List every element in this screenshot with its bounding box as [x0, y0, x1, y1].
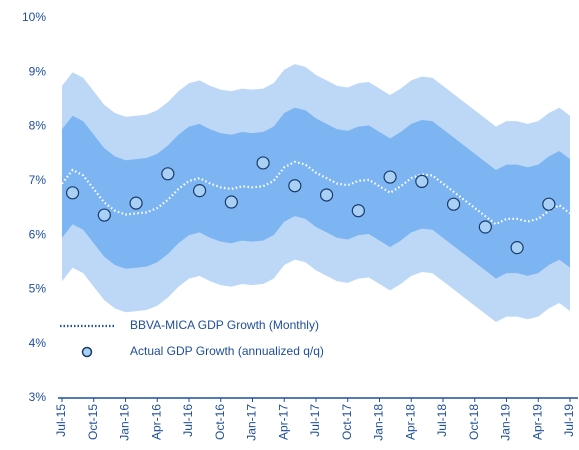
fan-band	[62, 107, 570, 279]
data-point	[415, 174, 429, 188]
y-tick-label: 4%	[29, 336, 47, 350]
y-tick-label: 8%	[29, 119, 47, 133]
data-point	[510, 241, 524, 255]
data-point	[161, 167, 175, 181]
x-tick-label: Apr-18	[403, 404, 417, 440]
data-point	[351, 204, 365, 218]
x-tick-label: Jan-16	[118, 404, 132, 441]
data-point	[478, 220, 492, 234]
y-tick-label: 7%	[29, 173, 47, 187]
x-tick-label: Apr-19	[530, 404, 544, 440]
legend-label: BBVA-MICA GDP Growth (Monthly)	[130, 318, 319, 332]
data-point	[288, 179, 302, 193]
x-tick-label: Jul-18	[435, 404, 449, 437]
data-point	[542, 197, 556, 211]
x-tick-label: Apr-16	[149, 404, 163, 440]
x-tick-label: Oct-16	[213, 404, 227, 440]
x-tick-label: Oct-15	[86, 404, 100, 440]
x-tick-label: Jul-15	[54, 404, 68, 437]
y-tick-label: 5%	[29, 282, 47, 296]
data-point	[256, 156, 270, 170]
y-tick-label: 6%	[29, 227, 47, 241]
data-point	[65, 186, 80, 200]
data-point	[224, 195, 238, 209]
data-point	[319, 188, 334, 202]
x-tick-label: Jan-19	[499, 404, 513, 441]
data-point	[446, 197, 461, 211]
data-point	[129, 196, 143, 210]
x-tick-label: Jul-16	[181, 404, 195, 437]
legend-label: Actual GDP Growth (annualized q/q)	[130, 344, 324, 358]
data-point	[97, 208, 111, 222]
y-tick-label: 9%	[29, 64, 47, 78]
x-tick-label: Oct-18	[467, 404, 481, 440]
line-series	[61, 160, 571, 226]
y-tick-label: 10%	[22, 10, 46, 24]
legend-swatch	[81, 346, 93, 358]
data-point	[383, 170, 397, 184]
x-tick-label: Jan-17	[245, 404, 259, 441]
x-tick-label: Apr-17	[276, 404, 290, 440]
x-tick-label: Jan-18	[372, 404, 386, 441]
data-point	[192, 184, 207, 198]
y-tick-label: 3%	[29, 390, 47, 404]
x-tick-label: Jul-19	[562, 404, 576, 437]
x-tick-label: Jul-17	[308, 404, 322, 437]
x-tick-label: Oct-17	[340, 404, 354, 440]
